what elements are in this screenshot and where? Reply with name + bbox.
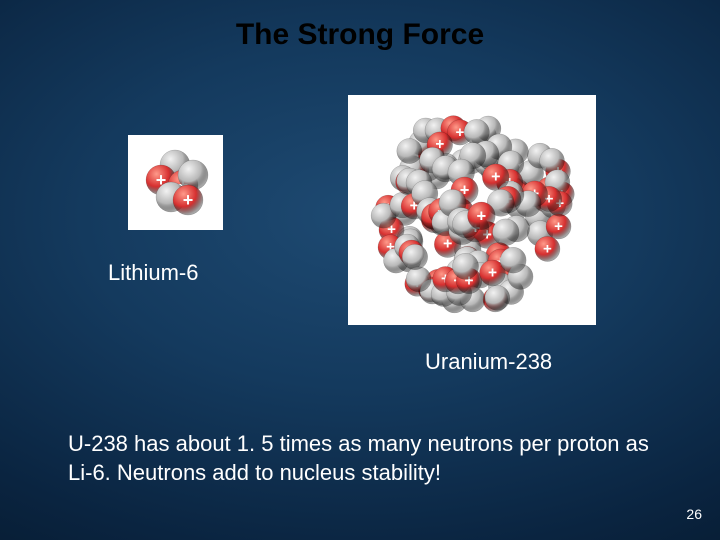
slide-title: The Strong Force bbox=[0, 18, 720, 52]
lithium-caption: Lithium-6 bbox=[108, 260, 198, 286]
svg-text:+: + bbox=[455, 124, 464, 141]
svg-text:+: + bbox=[554, 218, 563, 235]
svg-text:+: + bbox=[477, 206, 487, 225]
svg-text:+: + bbox=[491, 169, 500, 186]
uranium-caption: Uranium-238 bbox=[425, 349, 552, 375]
lithium-figure: +++ bbox=[128, 135, 223, 230]
lithium-nucleus-diagram: +++ bbox=[128, 135, 223, 230]
page-number: 26 bbox=[686, 506, 702, 522]
svg-text:+: + bbox=[543, 240, 552, 257]
uranium-figure: ++++++++++++++++++++++++++++++++++++++++… bbox=[348, 95, 596, 325]
uranium-nucleus-diagram: ++++++++++++++++++++++++++++++++++++++++… bbox=[348, 95, 596, 325]
body-text: U-238 has about 1. 5 times as many neutr… bbox=[68, 430, 658, 487]
svg-text:+: + bbox=[183, 190, 194, 210]
slide: The Strong Force +++ Lithium-6 +++++++++… bbox=[0, 0, 720, 540]
svg-text:+: + bbox=[488, 264, 497, 281]
